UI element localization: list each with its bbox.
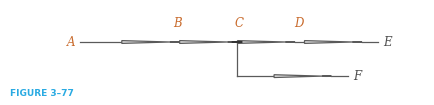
Text: FIGURE 3–77: FIGURE 3–77 (10, 89, 73, 98)
Text: E: E (383, 35, 391, 49)
Text: A: A (66, 35, 75, 49)
Polygon shape (304, 41, 352, 43)
Text: F: F (352, 70, 361, 83)
Polygon shape (237, 41, 285, 43)
Polygon shape (122, 41, 169, 43)
Text: C: C (234, 17, 243, 30)
Polygon shape (179, 41, 227, 43)
Text: B: B (172, 17, 181, 30)
Polygon shape (273, 75, 321, 77)
Text: D: D (294, 17, 303, 30)
